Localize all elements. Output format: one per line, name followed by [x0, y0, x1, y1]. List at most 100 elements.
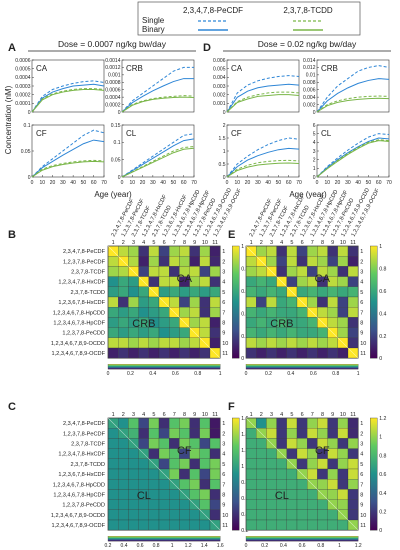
heatmap-cell	[107, 337, 119, 349]
heatmap-cell	[128, 286, 139, 298]
lower-region-label: CL	[275, 490, 289, 502]
x-tick-label: 70	[191, 180, 197, 186]
heatmap-cell	[256, 245, 267, 257]
row-index: 7	[360, 310, 363, 316]
colorbar-tick-label: 0	[379, 528, 382, 534]
heatmap-cell	[158, 256, 170, 267]
row-label: 1,2,3,4,6,7,8,9-OCDF	[52, 523, 106, 529]
heatmap-cell	[169, 337, 180, 349]
heatmap-cell	[209, 479, 221, 490]
heatmap-cell	[256, 438, 267, 449]
heatmap-cell	[107, 296, 119, 308]
colorbar-tick-label: 1	[379, 435, 382, 441]
heatmap-cell	[266, 296, 277, 308]
y-tick-label: 1	[223, 149, 226, 155]
heatmap-cell	[276, 509, 287, 521]
heatmap-cell	[189, 489, 200, 500]
heatmap-cell	[327, 458, 338, 470]
heatmap-cell	[179, 479, 190, 490]
heatmap-cell	[138, 286, 149, 298]
row-index: 2	[222, 259, 225, 265]
x-tick-label: 30	[255, 180, 261, 186]
heatmap-cell	[276, 347, 287, 359]
heatmap-cell	[209, 327, 221, 338]
heatmap-cell	[347, 245, 359, 257]
heatmap-cell	[245, 468, 257, 480]
heatmap-cell	[189, 519, 200, 531]
chart-title: CF	[231, 129, 242, 138]
y-tick-label: 0.5	[219, 162, 226, 168]
heatmap-cell	[158, 499, 170, 510]
heatmap-cell	[209, 448, 221, 459]
heatmap-cell	[327, 337, 338, 349]
colorbar-h-tick-label: 1	[338, 543, 341, 549]
heatmap-cell	[158, 417, 170, 429]
chart-title: CF	[36, 129, 47, 138]
y-tick-label: 0.0002	[15, 92, 31, 98]
heatmap-cell	[118, 438, 129, 449]
heatmap-B: CACRB112233445566778899101011112,3,4,7,8…	[8, 187, 249, 377]
heatmap-cell	[347, 327, 359, 338]
series-line-tcdd-single	[316, 139, 390, 178]
y-tick-label: 0.0004	[105, 95, 121, 101]
heatmap-cell	[327, 245, 338, 257]
heatmap-cell	[199, 448, 211, 459]
colorbar-h-tick-label: 0.4	[287, 371, 294, 377]
row-index: 8	[222, 493, 225, 499]
heatmap-cell	[189, 347, 200, 359]
row-label: 1,2,3,4,6,7,8-HpCDD	[53, 310, 105, 316]
y-tick-label: 0.0005	[15, 66, 31, 72]
row-index: 7	[222, 310, 225, 316]
row-index: 3	[222, 270, 225, 276]
heatmap-cell	[276, 479, 287, 490]
heatmap-cell	[107, 317, 119, 328]
heatmap-cell	[317, 479, 328, 490]
col-index: 2	[122, 240, 125, 246]
heatmap-cell	[148, 245, 160, 257]
x-tick-label: 0	[316, 180, 319, 186]
col-index: 11	[350, 412, 356, 418]
upper-region-label: CF	[315, 445, 330, 457]
heatmap-cell	[317, 286, 328, 298]
heatmap-cell	[327, 519, 338, 531]
colorbar-h-tick-label: 1.2	[185, 543, 192, 549]
col-index: 1	[250, 240, 253, 246]
colorbar-h-tick-label: 0.8	[332, 371, 339, 377]
colorbar	[231, 417, 240, 531]
col-index: 6	[163, 412, 166, 418]
colorbar-horizontal	[107, 364, 221, 370]
col-index: 4	[280, 240, 283, 246]
chart-title: CA	[36, 64, 48, 73]
colorbar-h-tick-label: 1	[219, 371, 222, 377]
row-index: 4	[222, 280, 225, 286]
heatmap-cell	[158, 276, 170, 287]
heatmap-cell	[307, 458, 318, 470]
colorbar-tick-label: 1	[241, 244, 244, 250]
x-tick-label: 10	[325, 180, 331, 186]
col-index: 10	[340, 240, 346, 246]
heatmap-cell	[296, 337, 308, 349]
y-tick-label: 3	[313, 149, 316, 155]
series-line-pecdf-single	[316, 133, 390, 178]
row-index: 3	[222, 442, 225, 448]
heatmap-cell	[128, 458, 139, 470]
diagonal	[245, 245, 359, 359]
heatmap-cell	[347, 286, 359, 298]
heatmap-cell	[179, 245, 190, 257]
heatmap-cell	[327, 489, 338, 500]
heatmap-cell	[189, 458, 200, 470]
heatmap-cell	[169, 519, 180, 531]
row-label: 1,2,3,4,6,7,8-HpCDF	[53, 321, 105, 327]
heatmap-cell	[148, 448, 160, 459]
heatmap-cell	[296, 509, 308, 521]
y-tick-label: 1	[313, 166, 316, 172]
chart-title: CRB	[321, 64, 338, 73]
col-index: 10	[202, 240, 208, 246]
heatmap-cell	[179, 509, 190, 521]
colorbar-tick-label: 0.4	[241, 311, 248, 317]
heatmap-cell	[148, 417, 160, 429]
heatmap-cell	[179, 519, 190, 531]
series-line-tcdd-binary	[226, 162, 300, 178]
series-line-pecdf-single	[226, 75, 300, 113]
